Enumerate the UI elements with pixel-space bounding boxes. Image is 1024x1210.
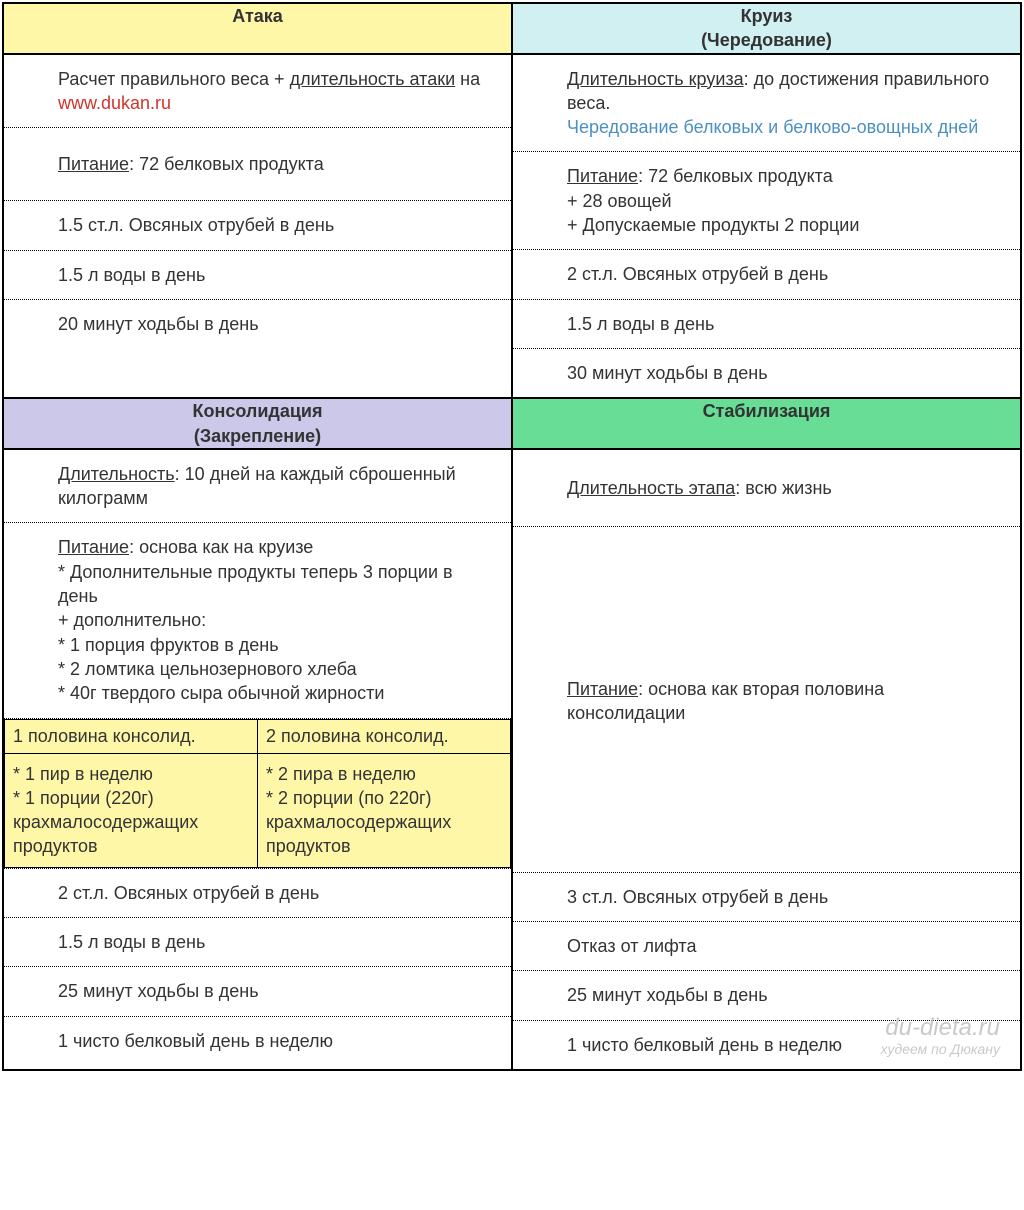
header-attack-title: Атака [232,6,283,26]
stab-bot-1: Отказ от лифта [513,922,1020,971]
consol-sub-c0: * 1 пир в неделю * 1 порции (220г) крахм… [5,753,258,867]
stab-top-0: Длительность этапа: всю жизнь [513,450,1020,527]
consol-sub-h1: 2 половина консолид. [258,719,511,753]
consol-bot-1: 1.5 л воды в день [4,918,511,967]
stab-bot-2: 25 минут ходьбы в день [513,971,1020,1020]
column-stab: Длительность этапа: всю жизнь Питание: о… [512,449,1021,1070]
cruise-row-4: 30 минут ходьбы в день [513,349,1020,397]
cruise-row-2: 2 ст.л. Овсяных отрубей в день [513,250,1020,299]
header-consol-title: Консолидация [193,401,323,421]
cruise-row-1: Питание: 72 белковых продукта + 28 овоще… [513,152,1020,250]
consol-bot-0: 2 ст.л. Овсяных отрубей в день [4,869,511,918]
consol-sub-wrap: 1 половина консолид. 2 половина консолид… [4,719,511,869]
diet-phases-table: Атака Круиз (Чередование) Расчет правиль… [2,2,1022,1071]
attack-row-1: Питание: 72 белковых продукта [4,128,511,201]
column-cruise: Длительность круиза: до достижения прави… [512,54,1021,399]
consol-bot-2: 25 минут ходьбы в день [4,967,511,1016]
column-attack: Расчет правильного веса + длительность а… [3,54,512,399]
column-consol: Длительность: 10 дней на каждый сброшенн… [3,449,512,1070]
consol-bot-3: 1 чисто белковый день в неделю [4,1017,511,1065]
cruise-row-0: Длительность круиза: до достижения прави… [513,55,1020,153]
header-stab: Стабилизация [512,398,1021,449]
header-cruise-subtitle: (Чередование) [701,30,832,50]
consol-sub-c1: * 2 пира в неделю * 2 порции (по 220г) к… [258,753,511,867]
attack-row-0: Расчет правильного веса + длительность а… [4,55,511,129]
header-consol: Консолидация (Закрепление) [3,398,512,449]
attack-row-2: 1.5 ст.л. Овсяных отрубей в день [4,201,511,250]
dukan-link[interactable]: www.dukan.ru [58,93,171,113]
cruise-row-3: 1.5 л воды в день [513,300,1020,349]
stab-bot-0: 3 ст.л. Овсяных отрубей в день [513,873,1020,922]
stab-bot-3: 1 чисто белковый день в неделю [513,1021,1020,1069]
consol-top-0: Длительность: 10 дней на каждый сброшенн… [4,450,511,524]
header-consol-subtitle: (Закрепление) [194,426,321,446]
consol-top-1: Питание: основа как на круизе * Дополнит… [4,523,511,718]
header-cruise-title: Круиз [741,6,793,26]
attack-row-3: 1.5 л воды в день [4,251,511,300]
header-cruise: Круиз (Чередование) [512,3,1021,54]
consol-sub-h0: 1 половина консолид. [5,719,258,753]
header-attack: Атака [3,3,512,54]
attack-row-4: 20 минут ходьбы в день [4,300,511,348]
stab-top-1: Питание: основа как вторая половина конс… [513,527,1020,873]
header-stab-title: Стабилизация [703,401,831,421]
consol-sub-table: 1 половина консолид. 2 половина консолид… [4,719,511,868]
